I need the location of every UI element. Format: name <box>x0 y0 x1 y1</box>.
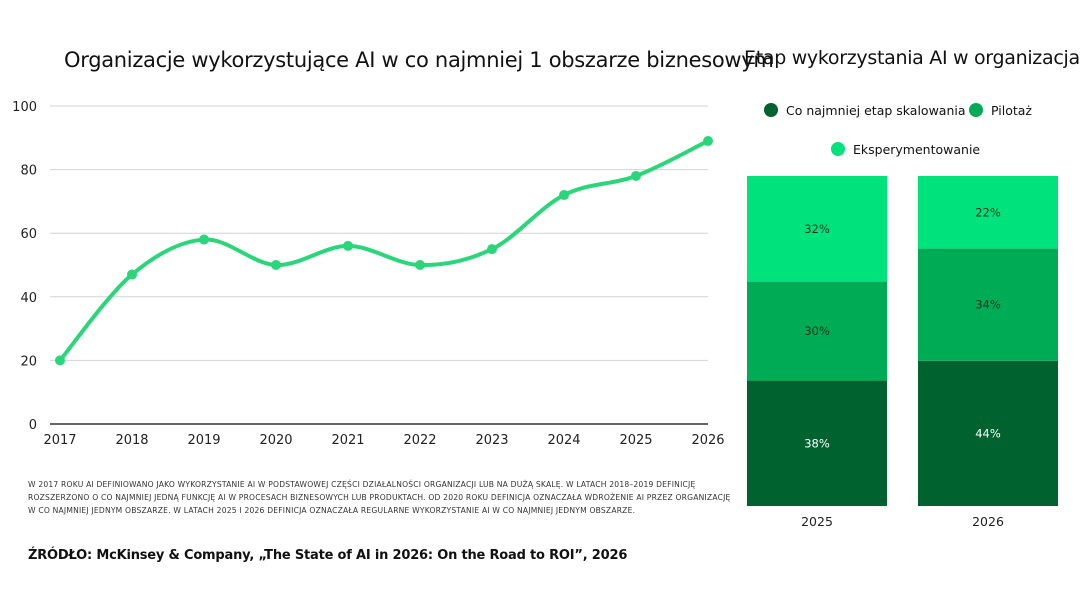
y-tick-label: 80 <box>20 164 37 179</box>
legend-marker <box>764 103 778 117</box>
data-point <box>343 240 353 251</box>
y-tick-label: 20 <box>20 354 37 369</box>
definition-note: W 2017 roku AI definiowano jako wykorzys… <box>28 480 731 515</box>
data-point <box>55 355 65 366</box>
bar-segment <box>747 281 887 381</box>
line-chart: 0 20 40 60 80 100 2017 2018 2019 2020 2021 2022 202… <box>12 100 724 448</box>
data-point <box>703 135 713 146</box>
legend-label: Eksperymentowanie <box>853 142 980 157</box>
bar-segment <box>918 248 1058 361</box>
bar-segment <box>747 176 887 282</box>
legend-marker <box>831 142 845 156</box>
x-tick-label: 2018 <box>115 433 148 448</box>
x-tick-label: 2026 <box>691 433 724 448</box>
series-line <box>58 138 710 363</box>
x-tick-label: 2019 <box>187 433 220 448</box>
bar-chart-title: Etap wykorzystania AI w organizacjach <box>744 47 1080 69</box>
legend-label: Co najmniej etap skalowania <box>786 103 966 118</box>
x-category-label: 2026 <box>972 514 1004 529</box>
x-tick-label: 2020 <box>259 433 292 448</box>
x-tick-label: 2025 <box>619 433 652 448</box>
bar-data-label: 44% <box>975 426 1001 440</box>
x-tick-label: 2023 <box>475 433 508 448</box>
bar-data-label: 22% <box>975 205 1001 219</box>
data-point <box>271 260 281 270</box>
y-tick-label: 60 <box>20 227 37 242</box>
bar-chart: Co najmniej etap skalowania Pilotaż Eksper… <box>747 103 1058 529</box>
bar-data-label: 30% <box>804 324 830 338</box>
data-point <box>487 244 497 255</box>
x-category-label: 2025 <box>801 514 833 529</box>
source-label: ŹRÓDŁO: McKinsey & Company, „The State o… <box>28 548 628 563</box>
bar-data-label: 34% <box>975 298 1001 312</box>
legend-marker <box>969 103 983 117</box>
y-tick-label: 0 <box>29 418 37 433</box>
line-chart-title: Organizacje wykorzystujące AI w co najmn… <box>64 48 774 72</box>
y-tick-label: 100 <box>12 100 37 115</box>
data-point <box>127 269 137 280</box>
x-tick-label: 2021 <box>331 433 364 448</box>
bar-data-label: 32% <box>804 222 830 236</box>
x-tick-label: 2022 <box>403 433 436 448</box>
data-point <box>199 234 209 245</box>
bar-segment <box>918 176 1058 249</box>
data-point <box>415 260 425 270</box>
y-tick-label: 40 <box>20 291 37 306</box>
bar-segment <box>747 380 887 506</box>
bar-data-label: 38% <box>804 436 830 450</box>
data-point <box>559 190 569 201</box>
bar-segment <box>918 360 1058 506</box>
x-tick-label: 2017 <box>43 433 76 448</box>
x-tick-label: 2024 <box>547 433 580 448</box>
legend-label: Pilotaż <box>991 103 1032 118</box>
data-point <box>631 170 641 181</box>
